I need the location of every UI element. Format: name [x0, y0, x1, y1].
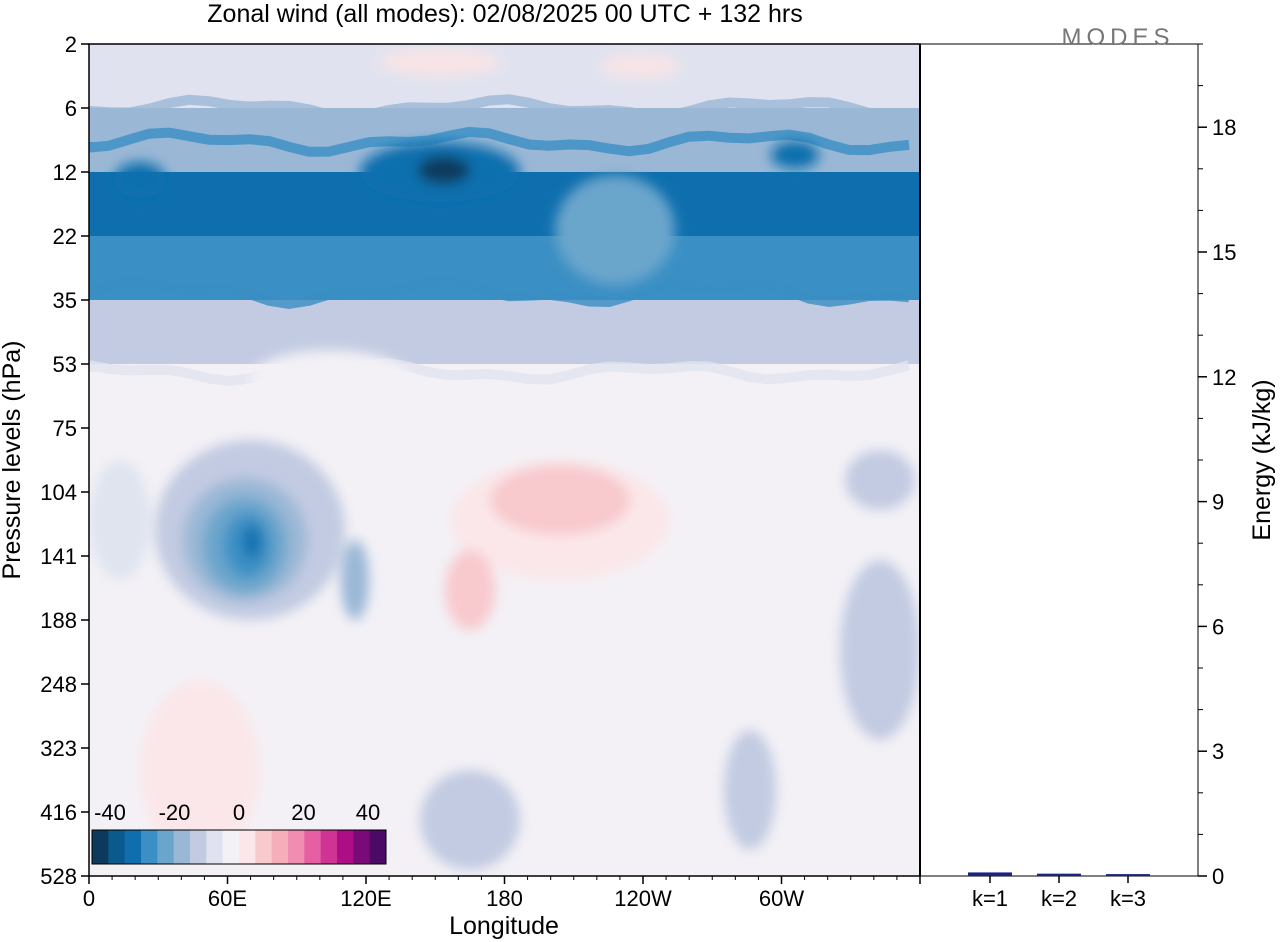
y-tick-label: 141: [40, 544, 77, 569]
y-axis-pressure: 2 6 12 22 35 53 75 104 141 188 248 323 416 528: [40, 32, 89, 889]
y-tick-label: 75: [53, 416, 77, 441]
colorbar-tick-label: 20: [291, 800, 315, 825]
category-label: k=3: [1110, 886, 1146, 911]
feature-lower-negative: [845, 450, 915, 510]
colorbar-swatch: [222, 830, 240, 864]
y-tick-label: 12: [53, 160, 77, 185]
colorbar-tick-label: 40: [356, 800, 380, 825]
x-tick-label: 60E: [208, 886, 247, 911]
feature-lower-negative: [420, 770, 520, 870]
colorbar-tick-label: -20: [159, 800, 191, 825]
x-tick-label: 120W: [614, 886, 672, 911]
y-tick-label: 188: [40, 608, 77, 633]
y-tick-label: 53: [53, 352, 77, 377]
band-edge: [89, 126, 910, 157]
feature-lower-negative: [840, 560, 920, 740]
energy-axis-label: Energy (kJ/kg): [1248, 379, 1276, 540]
feature-core-12hPa: [114, 162, 166, 198]
x-axis-label: Longitude: [449, 912, 559, 940]
y-tick-label: 22: [53, 224, 77, 249]
energy-tick-label: 12: [1212, 365, 1236, 390]
colorbar-swatch: [173, 830, 191, 864]
category-label: k=1: [972, 886, 1008, 911]
y-tick-label: 323: [40, 736, 77, 761]
feature-core-12hPa: [771, 141, 819, 169]
y-tick-label: 416: [40, 800, 77, 825]
y-tick-label: 35: [53, 288, 77, 313]
bar-panel-frame: [919, 43, 1199, 877]
y-tick-label: 248: [40, 672, 77, 697]
y-tick-label: 104: [40, 480, 77, 505]
feature-lower-negative: [724, 730, 776, 850]
x-tick-label: 60W: [759, 886, 804, 911]
y-axis-label: Pressure levels (hPa): [0, 341, 26, 580]
feature-positive-region: [445, 550, 495, 630]
feature-weaker-region: [555, 175, 675, 285]
colorbar-swatch: [239, 830, 256, 864]
heatmap-plot: [89, 44, 920, 876]
energy-tick-label: 6: [1212, 614, 1224, 639]
energy-tick-label: 15: [1212, 240, 1236, 265]
feature-positive-region: [140, 680, 260, 860]
colorbar-swatch: [206, 830, 224, 864]
colorbar-swatch: [337, 830, 354, 864]
colorbar-swatch: [369, 830, 387, 864]
y-axis-energy: 0 3 6 9 12 15 18: [1198, 43, 1236, 889]
energy-bar: [968, 872, 1012, 876]
logo: MODES: [1061, 24, 1174, 51]
colorbar-swatch: [353, 830, 371, 864]
colorbar-swatch: [271, 830, 289, 864]
feature-vortex-60E: [243, 526, 261, 558]
y-tick-label: 528: [40, 864, 77, 889]
y-tick-label: 2: [65, 32, 77, 57]
colorbar-swatch: [320, 830, 338, 864]
energy-bars: k=1 k=2 k=3: [968, 872, 1150, 911]
feature-core-12hPa: [418, 156, 470, 184]
energy-tick-label: 0: [1212, 864, 1224, 889]
feature-lower-negative: [90, 460, 150, 580]
wind-features: [90, 48, 920, 870]
band-edge: [89, 358, 911, 387]
band-edge: [89, 275, 910, 309]
colorbar-swatch: [190, 830, 207, 864]
colorbar: -40 -20 0 20 40: [91, 800, 387, 865]
energy-bar: [1037, 873, 1081, 876]
colorbar-swatch: [157, 830, 175, 864]
energy-bar: [1106, 874, 1150, 877]
feature-positive-region: [490, 465, 630, 535]
chart-title: Zonal wind (all modes): 02/08/2025 00 UT…: [207, 0, 802, 28]
x-axis-longitude: 0 60E 120E 180 120W 60W: [83, 876, 921, 911]
colorbar-swatch: [141, 830, 158, 864]
x-tick-label: 180: [486, 886, 523, 911]
colorbar-swatch: [255, 830, 273, 864]
feature-upper-positive: [380, 48, 500, 76]
band-edge: [89, 94, 910, 123]
colorbar-swatch: [288, 830, 305, 864]
feature-positive-region: [250, 350, 410, 410]
energy-tick-label: 3: [1212, 739, 1224, 764]
x-tick-label: 120E: [340, 886, 391, 911]
category-label: k=2: [1041, 886, 1077, 911]
colorbar-swatch: [92, 830, 109, 864]
colorbar-swatch: [124, 830, 142, 864]
colorbar-swatch: [108, 830, 126, 864]
x-tick-label: 0: [83, 886, 95, 911]
energy-tick-label: 18: [1212, 115, 1236, 140]
colorbar-tick-label: -40: [94, 800, 126, 825]
colorbar-swatch: [304, 830, 322, 864]
colorbar-tick-label: 0: [233, 800, 245, 825]
energy-tick-label: 9: [1212, 490, 1224, 515]
feature-upper-positive: [600, 54, 680, 78]
colorbar-frame: [91, 829, 387, 865]
y-tick-label: 6: [65, 96, 77, 121]
feature-lower-negative: [341, 540, 369, 620]
band-edge: [89, 331, 910, 365]
